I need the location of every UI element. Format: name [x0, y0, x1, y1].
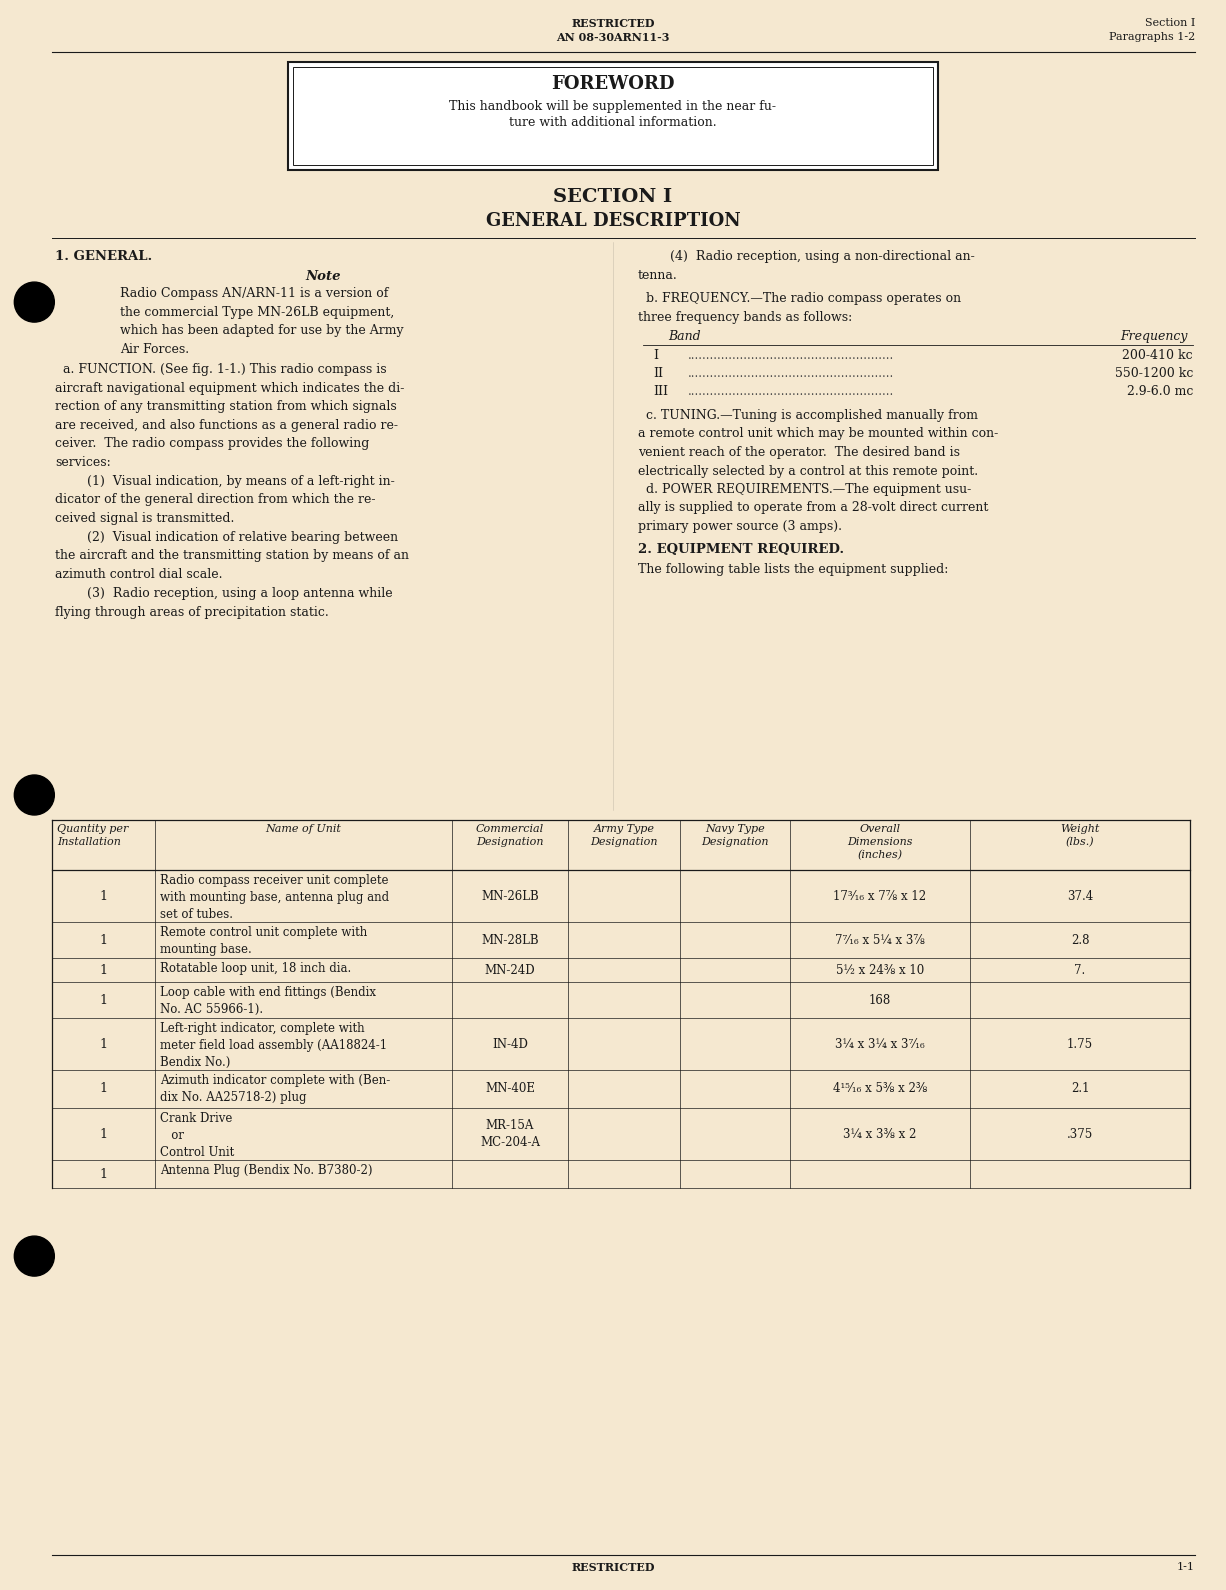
Text: 2.9-6.0 mc: 2.9-6.0 mc [1127, 385, 1193, 398]
Text: Azimuth indicator complete with (Ben-
dix No. AA25718-2) plug: Azimuth indicator complete with (Ben- di… [161, 1073, 390, 1103]
Text: 2.1: 2.1 [1070, 1083, 1089, 1096]
Text: 200-410 kc: 200-410 kc [1122, 348, 1193, 363]
Text: MN-40E: MN-40E [485, 1083, 535, 1096]
Text: Radio Compass AN/ARN-11 is a version of
the commercial Type MN-26LB equipment,
w: Radio Compass AN/ARN-11 is a version of … [120, 288, 403, 356]
Text: 37.4: 37.4 [1067, 889, 1094, 903]
Text: SECTION I: SECTION I [553, 188, 673, 207]
Text: FOREWORD: FOREWORD [552, 75, 674, 92]
Text: Overall
Dimensions
(inches): Overall Dimensions (inches) [847, 824, 912, 860]
Text: a. FUNCTION. (See fig. 1-1.) This radio compass is
aircraft navigational equipme: a. FUNCTION. (See fig. 1-1.) This radio … [55, 363, 405, 469]
Text: MR-15A
MC-204-A: MR-15A MC-204-A [481, 1119, 539, 1150]
Text: 7⁷⁄₁₆ x 5¼ x 3⅞: 7⁷⁄₁₆ x 5¼ x 3⅞ [835, 933, 924, 946]
Text: GENERAL DESCRIPTION: GENERAL DESCRIPTION [485, 211, 741, 231]
Text: Radio compass receiver unit complete
with mounting base, antenna plug and
set of: Radio compass receiver unit complete wit… [161, 875, 389, 921]
Text: 1: 1 [99, 889, 108, 903]
Text: Remote control unit complete with
mounting base.: Remote control unit complete with mounti… [161, 925, 368, 956]
Circle shape [15, 281, 54, 323]
Text: IN-4D: IN-4D [492, 1038, 528, 1051]
Text: I: I [653, 348, 658, 363]
Text: 1: 1 [99, 1038, 108, 1051]
Text: This handbook will be supplemented in the near fu-: This handbook will be supplemented in th… [450, 100, 776, 113]
Text: (1)  Visual indication, by means of a left-right in-
dicator of the general dire: (1) Visual indication, by means of a lef… [55, 475, 395, 525]
Text: 168: 168 [869, 994, 891, 1006]
Text: Commercial
Designation: Commercial Designation [476, 824, 544, 847]
Circle shape [15, 774, 54, 816]
Text: .......................................................: ........................................… [688, 367, 894, 380]
Text: Weight
(lbs.): Weight (lbs.) [1060, 824, 1100, 847]
Text: 1. GENERAL.: 1. GENERAL. [55, 250, 152, 262]
Text: .375: .375 [1067, 1127, 1094, 1140]
Text: RESTRICTED: RESTRICTED [571, 1561, 655, 1573]
Text: 7.: 7. [1074, 964, 1086, 976]
Text: III: III [653, 385, 668, 398]
Bar [288, 62, 938, 170]
Text: ture with additional information.: ture with additional information. [509, 116, 717, 129]
Text: 1: 1 [99, 994, 108, 1006]
Text: 2.8: 2.8 [1070, 933, 1089, 946]
Text: 1: 1 [99, 1083, 108, 1096]
Text: 17³⁄₁₆ x 7⅞ x 12: 17³⁄₁₆ x 7⅞ x 12 [834, 889, 927, 903]
Text: MN-24D: MN-24D [484, 964, 536, 976]
Text: Section I: Section I [1145, 17, 1195, 29]
Text: b. FREQUENCY.—The radio compass operates on
three frequency bands as follows:: b. FREQUENCY.—The radio compass operates… [638, 293, 961, 323]
Text: 2. EQUIPMENT REQUIRED.: 2. EQUIPMENT REQUIRED. [638, 544, 845, 556]
Text: Note: Note [305, 270, 341, 283]
Text: The following table lists the equipment supplied:: The following table lists the equipment … [638, 563, 949, 576]
Text: (3)  Radio reception, using a loop antenna while
flying through areas of precipi: (3) Radio reception, using a loop antenn… [55, 587, 392, 619]
Text: (2)  Visual indication of relative bearing between
the aircraft and the transmit: (2) Visual indication of relative bearin… [55, 531, 409, 580]
Text: .......................................................: ........................................… [688, 348, 894, 363]
Text: MN-26LB: MN-26LB [481, 889, 539, 903]
Text: 4¹⁵⁄₁₆ x 5⅜ x 2⅜: 4¹⁵⁄₁₆ x 5⅜ x 2⅜ [832, 1083, 927, 1096]
Text: 1: 1 [99, 933, 108, 946]
Text: Band: Band [668, 331, 700, 343]
Circle shape [15, 1235, 54, 1277]
Text: 550-1200 kc: 550-1200 kc [1114, 367, 1193, 380]
Bar [293, 67, 933, 165]
Text: c. TUNING.—Tuning is accomplished manually from
a remote control unit which may : c. TUNING.—Tuning is accomplished manual… [638, 409, 998, 477]
Text: Left-right indicator, complete with
meter field load assembly (AA18824-1
Bendix : Left-right indicator, complete with mete… [161, 1022, 387, 1068]
Text: 5½ x 24⅜ x 10: 5½ x 24⅜ x 10 [836, 964, 924, 976]
Text: (4)  Radio reception, using a non-directional an-
tenna.: (4) Radio reception, using a non-directi… [638, 250, 975, 281]
Text: Navy Type
Designation: Navy Type Designation [701, 824, 769, 847]
Text: Loop cable with end fittings (Bendix
No. AC 55966-1).: Loop cable with end fittings (Bendix No.… [161, 986, 376, 1016]
Text: AN 08-30ARN11-3: AN 08-30ARN11-3 [557, 32, 669, 43]
Text: 1.75: 1.75 [1067, 1038, 1094, 1051]
Text: 1: 1 [99, 964, 108, 976]
Text: Quantity per
Installation: Quantity per Installation [56, 824, 129, 847]
Text: MN-28LB: MN-28LB [481, 933, 538, 946]
Text: 1: 1 [99, 1167, 108, 1180]
Text: 1: 1 [99, 1127, 108, 1140]
Text: Frequency: Frequency [1121, 331, 1188, 343]
Text: d. POWER REQUIREMENTS.—The equipment usu-
ally is supplied to operate from a 28-: d. POWER REQUIREMENTS.—The equipment usu… [638, 483, 988, 533]
Text: 1-1: 1-1 [1177, 1561, 1195, 1573]
Text: Paragraphs 1-2: Paragraphs 1-2 [1108, 32, 1195, 41]
Text: Army Type
Designation: Army Type Designation [590, 824, 658, 847]
Text: Crank Drive
   or
Control Unit: Crank Drive or Control Unit [161, 1111, 234, 1159]
Text: 3¼ x 3¼ x 3⁷⁄₁₆: 3¼ x 3¼ x 3⁷⁄₁₆ [835, 1038, 924, 1051]
Text: Name of Unit: Name of Unit [266, 824, 341, 835]
Text: Rotatable loop unit, 18 inch dia.: Rotatable loop unit, 18 inch dia. [161, 962, 352, 975]
Text: RESTRICTED: RESTRICTED [571, 17, 655, 29]
Text: Antenna Plug (Bendix No. B7380-2): Antenna Plug (Bendix No. B7380-2) [161, 1164, 373, 1177]
Text: 3¼ x 3⅜ x 2: 3¼ x 3⅜ x 2 [843, 1127, 917, 1140]
Text: II: II [653, 367, 663, 380]
Text: .......................................................: ........................................… [688, 385, 894, 398]
